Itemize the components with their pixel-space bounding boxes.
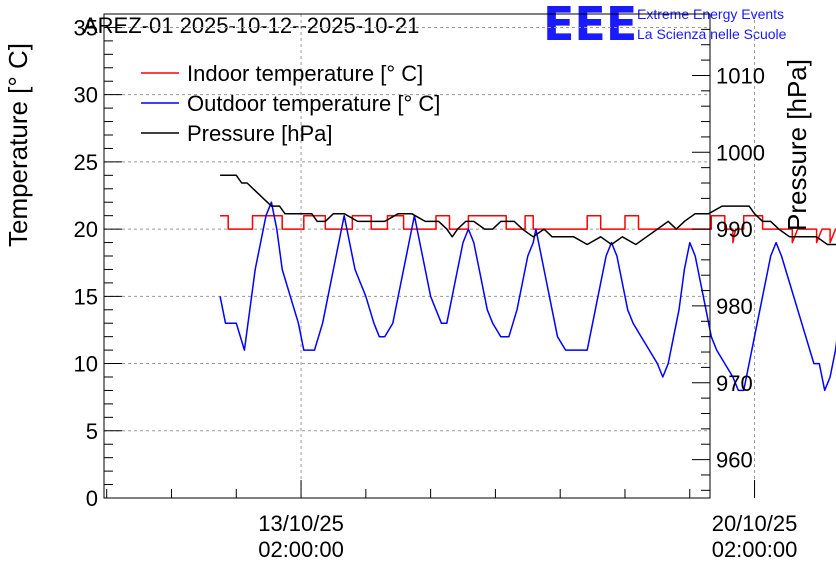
y-tick-label: 15 <box>74 284 98 309</box>
y2-tick-label: 1000 <box>716 140 765 165</box>
y-tick-label: 0 <box>86 486 98 511</box>
x-tick-label-time: 02:00:00 <box>258 537 344 562</box>
y2-tick-label: 990 <box>716 217 753 242</box>
y-axis-title: Temperature [° C] <box>3 43 33 247</box>
y-tick-label: 35 <box>74 15 98 40</box>
x-tick-label-date: 13/10/25 <box>258 511 344 536</box>
x-tick-label-date: 20/10/25 <box>712 511 798 536</box>
legend-label: Indoor temperature [° C] <box>187 61 423 86</box>
x-tick-label-time: 02:00:00 <box>712 537 798 562</box>
legend: Indoor temperature [° C] Outdoor temperat… <box>141 61 440 146</box>
y2-axis-title: Pressure [hPa] <box>782 59 812 231</box>
y-axis-right: 960 970 980 990 1000 1010 <box>692 13 765 491</box>
legend-label: Pressure [hPa] <box>187 121 333 146</box>
y-tick-label: 10 <box>74 352 98 377</box>
y-tick-label: 20 <box>74 217 98 242</box>
eee-logo: EEE Extreme Energy Events La Scienza nel… <box>543 0 787 51</box>
y2-tick-label: 960 <box>716 448 753 473</box>
y-axis-left: 0 5 10 15 20 25 30 35 <box>74 13 122 511</box>
eee-logo-mark: EEE <box>543 0 637 51</box>
y-tick-label: 25 <box>74 150 98 175</box>
logo-line-2: La Scienza nelle Scuole <box>637 26 787 42</box>
series-lines <box>219 174 836 392</box>
legend-label: Outdoor temperature [° C] <box>187 91 440 116</box>
y2-tick-label: 1010 <box>716 63 765 88</box>
y-tick-label: 5 <box>86 419 98 444</box>
y2-tick-label: 980 <box>716 294 753 319</box>
grid <box>104 14 756 498</box>
y-tick-label: 30 <box>74 83 98 108</box>
chart-title: AREZ-01 2025-10-12--2025-10-21 <box>83 13 419 38</box>
series-indoor-line <box>220 214 836 244</box>
logo-line-1: Extreme Energy Events <box>637 6 784 22</box>
series-pressure-line <box>220 174 836 246</box>
series-outdoor-line <box>219 201 836 392</box>
y2-tick-label: 970 <box>716 371 753 396</box>
